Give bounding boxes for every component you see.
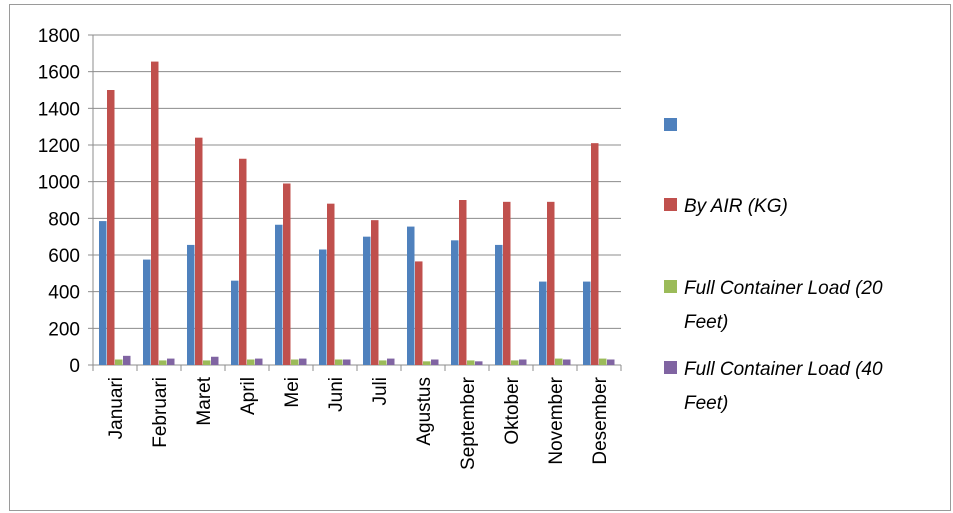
bar-2-juli bbox=[371, 220, 379, 365]
y-tick-label: 600 bbox=[48, 246, 80, 267]
x-tick-label: Juli bbox=[370, 377, 391, 406]
bar-2-juni bbox=[327, 203, 335, 365]
x-tick-label: Desember bbox=[590, 376, 611, 464]
y-tick-label: 1400 bbox=[38, 99, 80, 120]
bar-1-september bbox=[451, 240, 459, 365]
bar-3-oktober bbox=[511, 360, 519, 365]
bars bbox=[99, 61, 615, 365]
bar-2-september bbox=[459, 200, 467, 365]
y-axis-ticks: 0 200 400 600 800 1000 1200 1400 1600 1800 bbox=[38, 26, 80, 377]
bar-2-desember bbox=[591, 143, 599, 365]
bar-4-september bbox=[475, 361, 483, 365]
bar-3-desember bbox=[599, 358, 607, 365]
y-tick-label: 1000 bbox=[38, 173, 80, 194]
bar-4-januari bbox=[123, 355, 131, 365]
bar-3-juli bbox=[379, 360, 387, 365]
bar-4-maret bbox=[211, 356, 219, 365]
y-tick-label: 400 bbox=[48, 283, 80, 304]
bar-4-agustus bbox=[431, 359, 439, 365]
bar-2-maret bbox=[195, 137, 203, 365]
x-tick-label: Januari bbox=[106, 377, 127, 439]
legend-swatch bbox=[664, 118, 677, 131]
x-tick-label: Februari bbox=[150, 377, 171, 448]
legend-swatch bbox=[664, 361, 677, 374]
bar-3-juni bbox=[335, 359, 343, 365]
bar-4-juli bbox=[387, 358, 395, 365]
bar-4-desember bbox=[607, 359, 615, 365]
bar-4-april bbox=[255, 358, 263, 365]
bar-4-februari bbox=[167, 358, 175, 365]
bar-4-november bbox=[563, 359, 571, 365]
bar-1-februari bbox=[143, 259, 151, 365]
bar-3-november bbox=[555, 358, 563, 365]
gridlines bbox=[93, 34, 621, 329]
x-axis-ticks: Januari Februari Maret April Mei Juni Juli Agus… bbox=[106, 376, 611, 470]
bar-1-januari bbox=[99, 221, 107, 365]
bar-3-september bbox=[467, 360, 475, 365]
bar-3-agustus bbox=[423, 361, 431, 365]
legend-swatch bbox=[664, 280, 677, 293]
legend-swatch bbox=[664, 198, 677, 211]
bar-3-maret bbox=[203, 360, 211, 365]
x-tick-label: April bbox=[238, 377, 259, 415]
legend-label: By AIR (KG) bbox=[684, 196, 788, 217]
x-tick-label: Agustus bbox=[414, 377, 435, 446]
bar-2-november bbox=[547, 201, 555, 365]
bar-1-maret bbox=[187, 244, 195, 365]
x-tick-label: Maret bbox=[194, 376, 215, 425]
legend: By AIR (KG) Full Container Load (20 Feet) F… bbox=[664, 118, 883, 414]
bar-1-oktober bbox=[495, 244, 503, 365]
x-tick-label: Oktober bbox=[502, 376, 523, 444]
bar-1-juli bbox=[363, 236, 371, 365]
bar-3-mei bbox=[291, 359, 299, 365]
bar-2-april bbox=[239, 158, 247, 365]
bar-2-agustus bbox=[415, 261, 423, 365]
legend-label: Full Container Load (20 Feet) bbox=[684, 278, 883, 333]
bar-2-januari bbox=[107, 90, 115, 365]
bar-4-mei bbox=[299, 358, 307, 365]
axes bbox=[88, 34, 622, 371]
legend-label: Full Container Load (40 Feet) bbox=[684, 359, 883, 414]
bar-3-februari bbox=[159, 360, 167, 365]
y-tick-label: 1800 bbox=[38, 26, 80, 47]
y-tick-label: 1200 bbox=[38, 136, 80, 157]
y-tick-label: 800 bbox=[48, 209, 80, 230]
bar-3-april bbox=[247, 359, 255, 365]
x-tick-label: Mei bbox=[282, 377, 303, 408]
bar-2-oktober bbox=[503, 201, 511, 365]
bar-2-februari bbox=[151, 61, 159, 365]
bar-1-agustus bbox=[407, 226, 415, 365]
bar-1-desember bbox=[583, 281, 591, 365]
bar-1-april bbox=[231, 280, 239, 365]
bar-1-november bbox=[539, 281, 547, 365]
x-tick-label: September bbox=[458, 376, 479, 470]
y-tick-label: 200 bbox=[48, 319, 80, 340]
bar-3-januari bbox=[115, 359, 123, 365]
chart-frame bbox=[9, 4, 951, 511]
bar-4-oktober bbox=[519, 359, 527, 365]
y-tick-label: 0 bbox=[69, 356, 80, 377]
bar-1-mei bbox=[275, 224, 283, 365]
x-tick-label: Juni bbox=[326, 377, 347, 412]
x-tick-label: November bbox=[546, 376, 567, 464]
bar-4-juni bbox=[343, 359, 351, 365]
bar-2-mei bbox=[283, 183, 291, 365]
y-tick-label: 1600 bbox=[38, 63, 80, 84]
bar-1-juni bbox=[319, 249, 327, 365]
